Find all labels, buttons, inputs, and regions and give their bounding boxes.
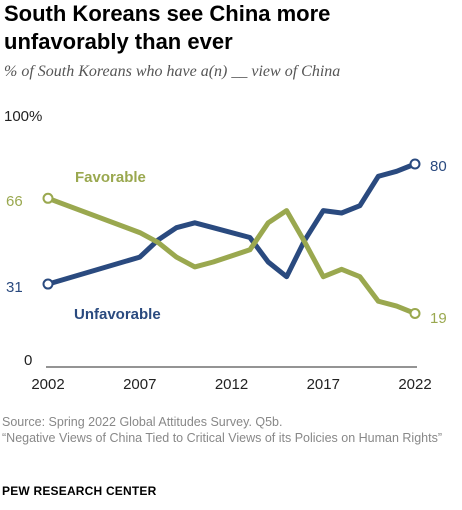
source-note: Source: Spring 2022 Global Attitudes Sur… [2,415,283,429]
y-tick-label-bottom: 0 [24,352,32,369]
data-label-unfavorable-end: 80 [430,158,447,175]
series-line-unfavorable [45,161,418,287]
x-tick-label: 2002 [31,376,64,393]
series-labels: 31 80 Unfavorable 66 19 Favorable [6,158,447,327]
x-tick-label: 2022 [398,376,431,393]
data-point-unfavorable-start [42,278,54,290]
chart-subtitle: % of South Koreans who have a(n) __ view… [4,63,341,80]
data-label-favorable-start: 66 [6,193,23,210]
series-line-favorable [45,195,418,316]
data-point-favorable-end [409,307,421,319]
x-tick-labels: 2002 2007 2012 2017 2022 [31,376,431,393]
data-label-favorable-end: 19 [430,310,447,327]
y-tick-label-top: 100% [4,108,42,125]
data-point-unfavorable-end [409,158,421,170]
line-chart: 100% 0 2002 2007 2012 2017 2022 31 80 Unfavora… [4,108,447,393]
axis-layer: 100% 0 [4,108,417,369]
chart-title: South Koreans see China more unfavorably… [4,1,331,54]
x-tick-label: 2012 [215,376,248,393]
series-name-unfavorable: Unfavorable [74,306,161,323]
x-tick-label: 2007 [123,376,156,393]
series-lines [42,158,421,319]
brand-label: PEW RESEARCH CENTER [2,484,157,498]
data-label-unfavorable-start: 31 [6,279,23,296]
series-name-favorable: Favorable [75,169,146,186]
report-title: “Negative Views of China Tied to Critica… [2,431,443,445]
x-tick-label: 2017 [307,376,340,393]
data-point-favorable-start [42,192,54,204]
